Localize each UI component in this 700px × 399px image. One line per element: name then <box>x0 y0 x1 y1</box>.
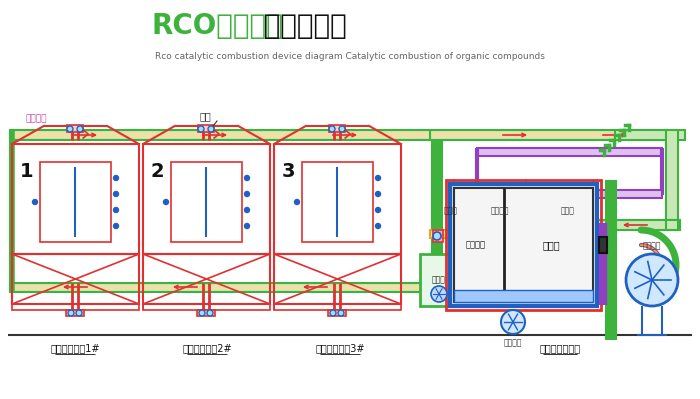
Bar <box>666 220 678 230</box>
Text: 2: 2 <box>151 162 164 181</box>
Circle shape <box>113 192 118 196</box>
Circle shape <box>375 192 381 196</box>
Bar <box>480 220 680 230</box>
Bar <box>67 125 83 132</box>
Bar <box>143 144 270 254</box>
Bar <box>274 254 401 304</box>
Bar <box>615 130 685 140</box>
Circle shape <box>329 126 335 132</box>
Circle shape <box>113 223 118 229</box>
Text: 活性炭吸附塔1#: 活性炭吸附塔1# <box>50 343 99 353</box>
Circle shape <box>295 200 300 205</box>
Circle shape <box>330 310 336 316</box>
Text: 气流方向: 气流方向 <box>25 114 46 123</box>
Bar <box>12 254 139 304</box>
Circle shape <box>67 126 73 132</box>
Circle shape <box>113 176 118 180</box>
Bar <box>274 144 401 254</box>
Bar <box>430 230 480 238</box>
Bar <box>666 130 678 230</box>
Circle shape <box>76 310 82 316</box>
Circle shape <box>244 192 249 196</box>
Bar <box>430 130 665 140</box>
Circle shape <box>626 254 678 306</box>
Circle shape <box>501 310 525 334</box>
Text: 油爆阀: 油爆阀 <box>561 206 575 215</box>
Bar <box>12 132 438 138</box>
Circle shape <box>431 286 447 302</box>
Text: 3: 3 <box>282 162 295 181</box>
Bar <box>10 130 440 140</box>
Bar <box>328 310 346 316</box>
Bar <box>599 237 607 253</box>
Circle shape <box>113 207 118 213</box>
Text: 工作装置图: 工作装置图 <box>253 12 346 40</box>
Circle shape <box>375 207 381 213</box>
Text: 小冷风机: 小冷风机 <box>504 338 522 347</box>
Bar <box>10 283 430 292</box>
Bar <box>454 188 593 302</box>
Bar <box>274 304 401 310</box>
Bar <box>454 290 593 302</box>
Bar <box>40 162 111 242</box>
Bar <box>450 184 597 306</box>
Circle shape <box>77 126 83 132</box>
Bar <box>446 180 601 310</box>
Circle shape <box>164 200 169 205</box>
Text: 催化燃烧: 催化燃烧 <box>466 241 486 249</box>
Text: 活性炭吸附塔3#: 活性炭吸附塔3# <box>315 343 365 353</box>
Text: Rco catalytic combustion device diagram Catalytic combustion of organic compound: Rco catalytic combustion device diagram … <box>155 52 545 61</box>
Circle shape <box>244 176 249 180</box>
Bar <box>198 125 214 132</box>
Bar <box>433 230 443 242</box>
Text: 加热区: 加热区 <box>542 240 560 250</box>
Circle shape <box>198 126 204 132</box>
Circle shape <box>244 223 249 229</box>
Bar <box>171 162 242 242</box>
Circle shape <box>68 310 74 316</box>
Circle shape <box>207 310 213 316</box>
Circle shape <box>339 126 345 132</box>
Text: 催化燃烧净化塔: 催化燃烧净化塔 <box>540 343 580 353</box>
Bar <box>477 148 662 156</box>
Text: 油爆片: 油爆片 <box>444 206 458 215</box>
Text: 混流筱: 混流筱 <box>432 275 446 284</box>
Text: 管道: 管道 <box>200 111 211 121</box>
Circle shape <box>375 223 381 229</box>
Bar <box>420 254 458 306</box>
Bar <box>143 304 270 310</box>
Circle shape <box>433 232 441 240</box>
Text: 活性炭吸附塔2#: 活性炭吸附塔2# <box>182 343 232 353</box>
Bar <box>329 125 345 132</box>
Circle shape <box>375 176 381 180</box>
Bar <box>432 132 663 138</box>
Bar <box>302 162 373 242</box>
Bar <box>143 254 270 304</box>
Bar <box>477 190 662 198</box>
Bar <box>197 310 215 316</box>
Bar <box>12 285 428 290</box>
Circle shape <box>199 310 205 316</box>
Text: RCO催化燃烧: RCO催化燃烧 <box>152 12 284 40</box>
Bar <box>66 310 84 316</box>
Text: 1: 1 <box>20 162 34 181</box>
Circle shape <box>208 126 214 132</box>
Bar <box>12 144 139 254</box>
Circle shape <box>32 200 38 205</box>
Circle shape <box>244 207 249 213</box>
Text: 热交换器: 热交换器 <box>491 206 510 215</box>
Text: 误附风机: 误附风机 <box>643 241 662 250</box>
Bar <box>12 304 139 310</box>
Circle shape <box>338 310 344 316</box>
